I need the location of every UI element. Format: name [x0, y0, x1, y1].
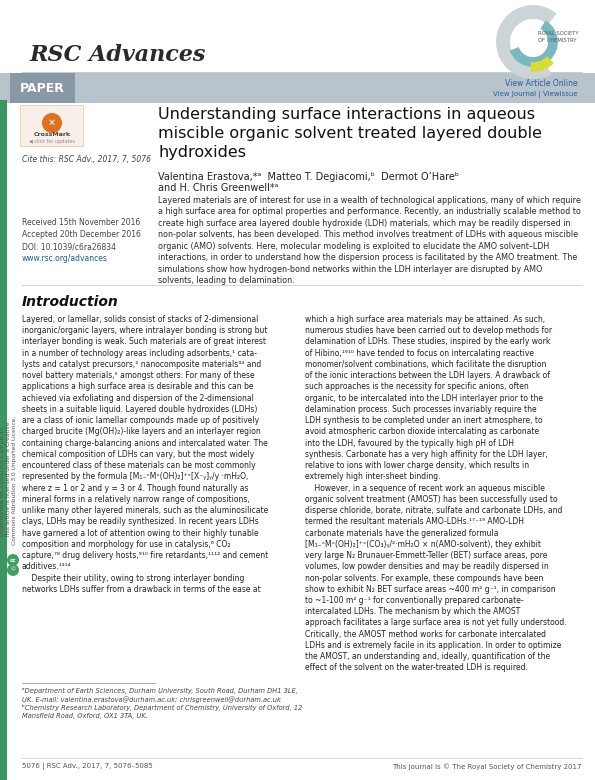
Text: View Article Online: View Article Online — [505, 79, 578, 87]
Text: DOI: 10.1039/c6ra26834: DOI: 10.1039/c6ra26834 — [22, 243, 116, 252]
Circle shape — [7, 564, 19, 576]
Text: and H. Chris Greenwell*ᵃ: and H. Chris Greenwell*ᵃ — [158, 183, 278, 193]
Text: Received 15th November 2016
Accepted 20th December 2016: Received 15th November 2016 Accepted 20t… — [22, 218, 141, 239]
Circle shape — [7, 554, 19, 566]
Text: Layered, or lamellar, solids consist of stacks of 2-dimensional
inorganic/organi: Layered, or lamellar, solids consist of … — [22, 315, 268, 594]
Text: CrossMark: CrossMark — [33, 133, 71, 137]
FancyBboxPatch shape — [20, 105, 83, 147]
Text: ©: © — [10, 568, 15, 573]
Text: Cite this: RSC Adv., 2017, 7, 5076: Cite this: RSC Adv., 2017, 7, 5076 — [22, 155, 151, 164]
Circle shape — [42, 113, 62, 133]
Text: Understanding surface interactions in aqueous
miscible organic solvent treated l: Understanding surface interactions in aq… — [158, 107, 542, 161]
Text: www.rsc.org/advances: www.rsc.org/advances — [22, 254, 108, 263]
Bar — [0, 0, 595, 75]
Text: RSC Advances: RSC Advances — [30, 44, 206, 66]
Bar — [10, 73, 75, 103]
Bar — [0, 73, 595, 103]
Text: ᵃDepartment of Earth Sciences, Durham University, South Road, Durham DH1 3LE,
UK: ᵃDepartment of Earth Sciences, Durham Un… — [22, 688, 302, 719]
Text: ✕: ✕ — [48, 118, 56, 128]
Text: Open Access Article. Published on 23 01 2017 14:26:31.
Downloaded on 23/01/2017 : Open Access Article. Published on 23 01 … — [0, 397, 17, 562]
Text: ROYAL SOCIETY
OF CHEMISTRY: ROYAL SOCIETY OF CHEMISTRY — [538, 31, 578, 43]
Text: This journal is © The Royal Society of Chemistry 2017: This journal is © The Royal Society of C… — [393, 763, 582, 770]
Text: 5076 | RSC Adv., 2017, 7, 5076–5085: 5076 | RSC Adv., 2017, 7, 5076–5085 — [22, 763, 153, 770]
Text: which a high surface area materials may be attained. As such,
numerous studies h: which a high surface area materials may … — [305, 315, 566, 672]
Text: ◀ click for updates: ◀ click for updates — [29, 140, 75, 144]
Text: PAPER: PAPER — [20, 81, 64, 94]
Text: Valentina Erastova,*ᵃ  Matteo T. Degiacomi,ᵇ  Dermot O’Hareᵇ: Valentina Erastova,*ᵃ Matteo T. Degiacom… — [158, 172, 459, 182]
Text: Layered materials are of interest for use in a wealth of technological applicati: Layered materials are of interest for us… — [158, 196, 581, 285]
Text: Introduction: Introduction — [22, 295, 119, 309]
Bar — [0, 100, 7, 780]
Text: cc: cc — [10, 558, 16, 562]
Text: View Journal | ViewIssue: View Journal | ViewIssue — [493, 91, 578, 98]
